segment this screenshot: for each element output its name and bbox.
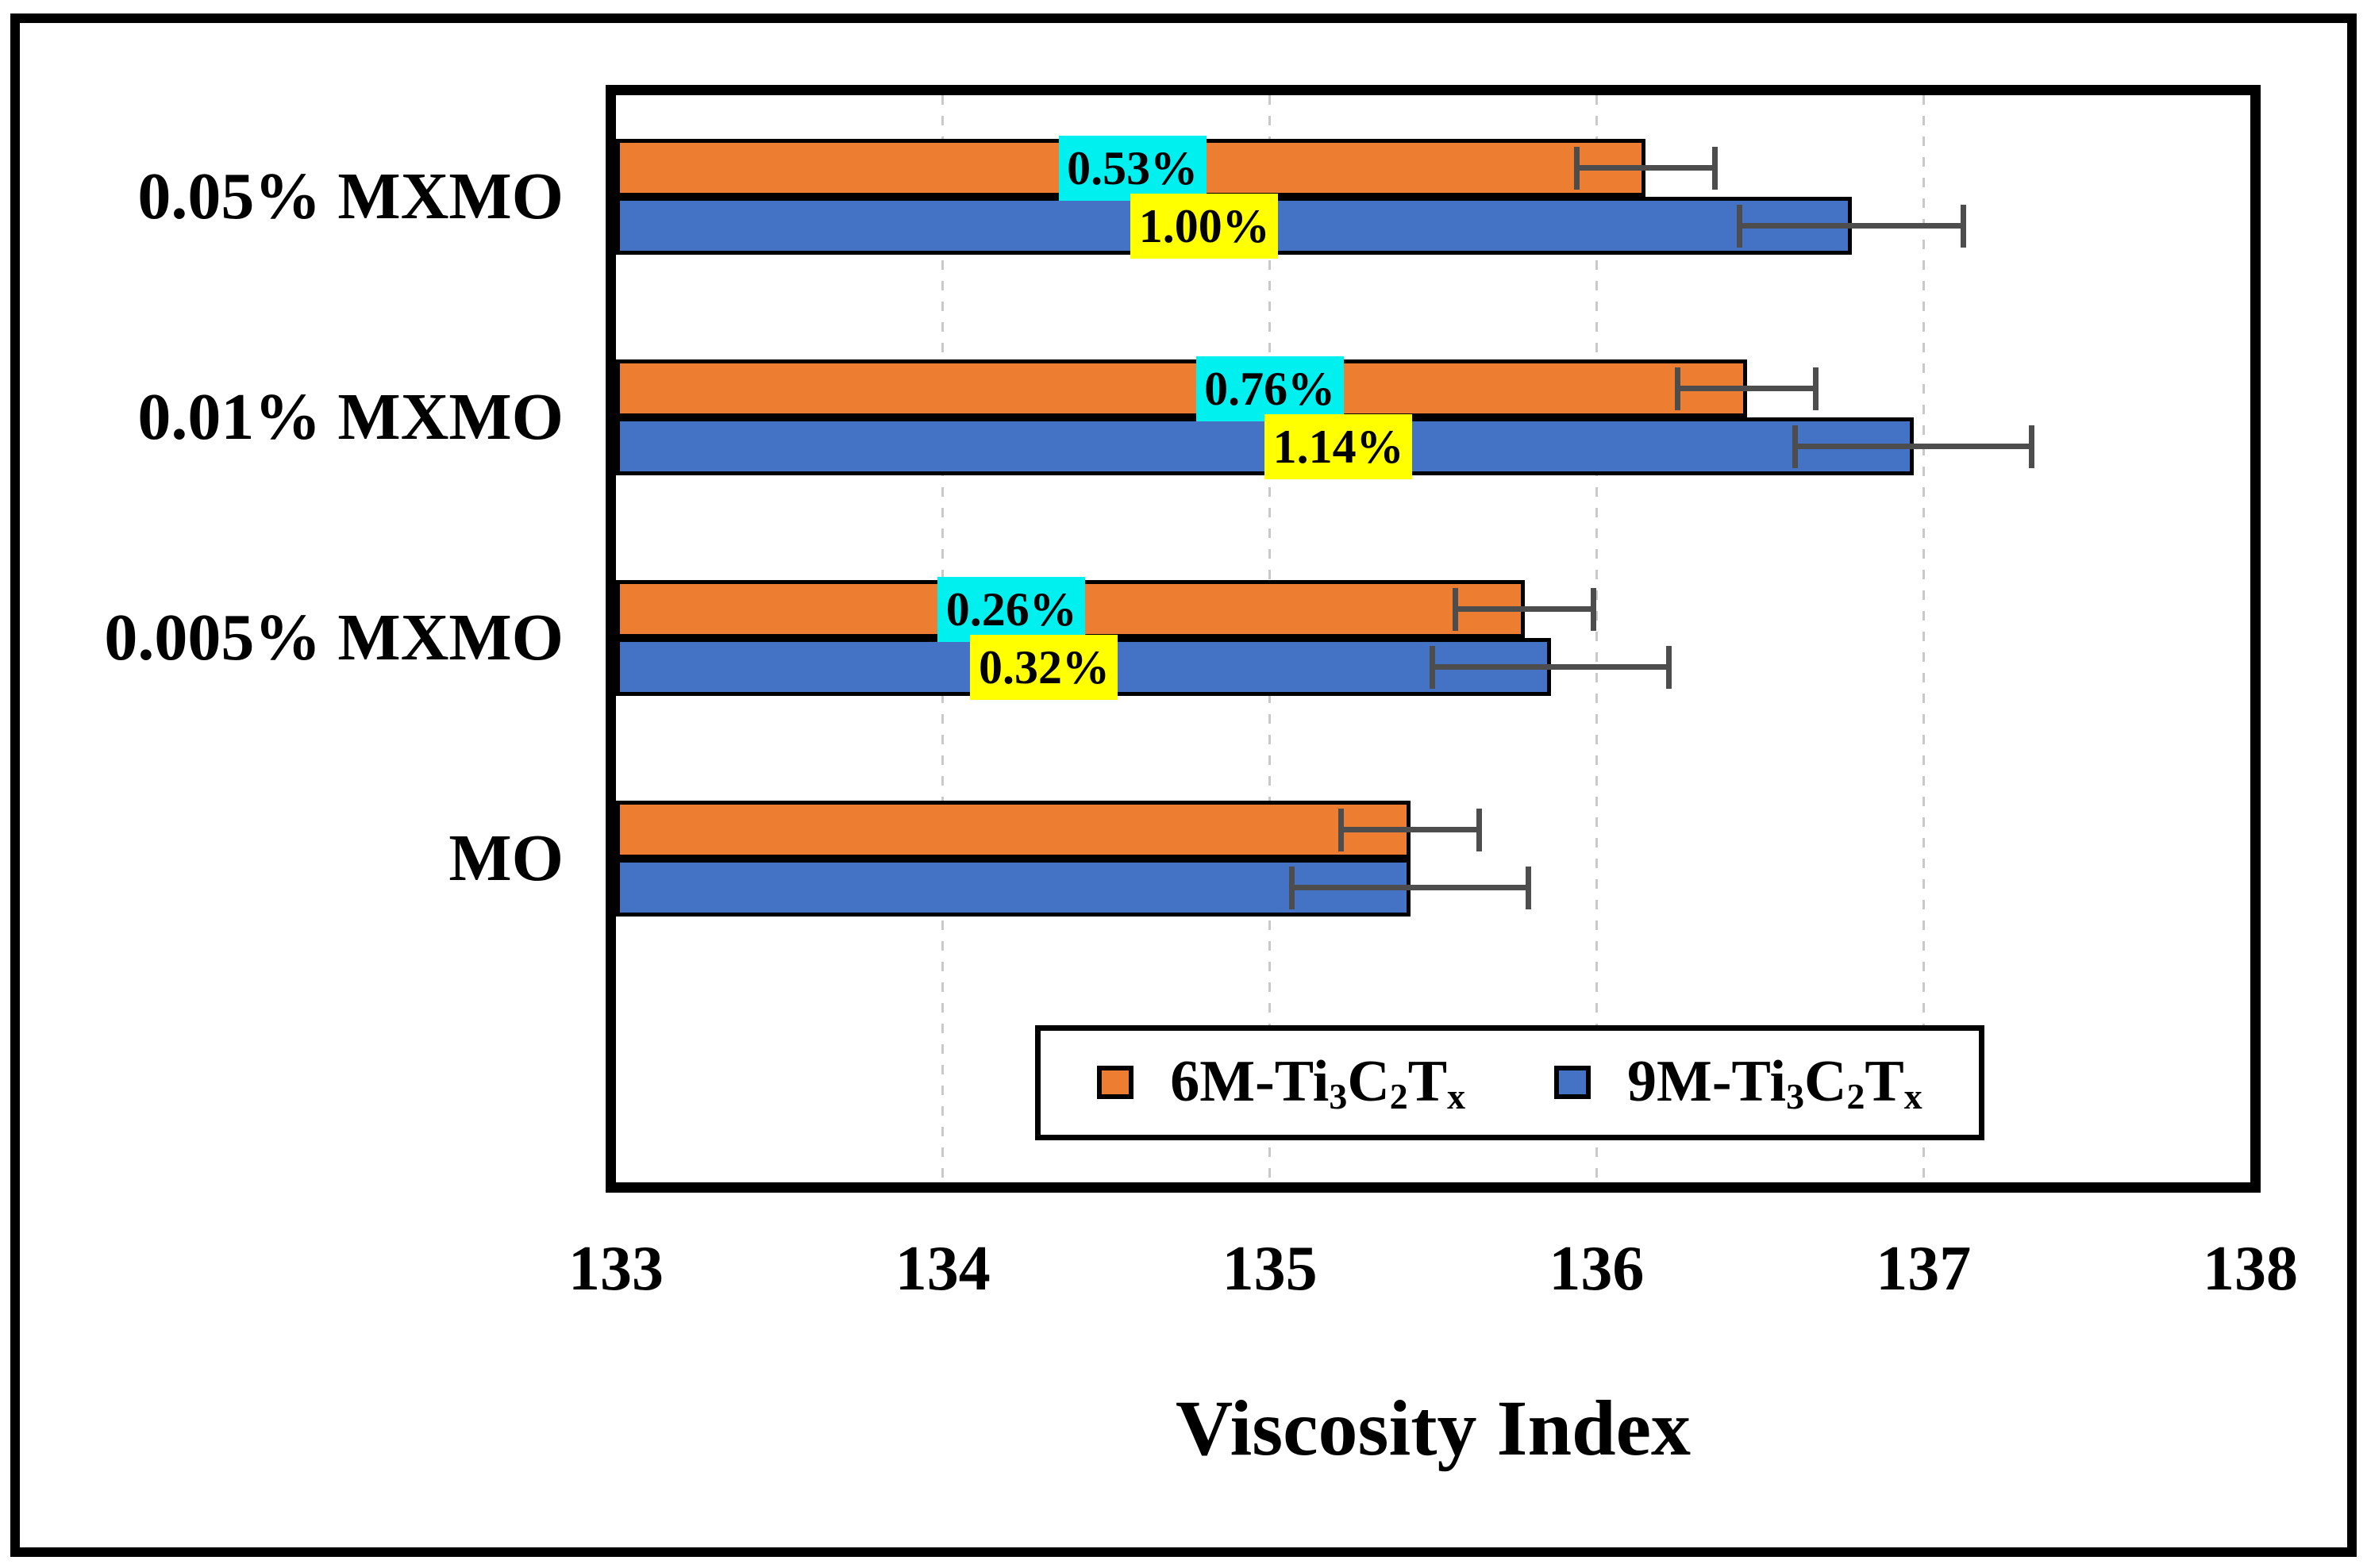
error-cap-right-9m-row2 (1666, 645, 1672, 689)
error-bar-9m-row3 (1289, 885, 1532, 890)
error-bar-9m-row1 (1792, 444, 2035, 449)
legend-swatch-6m (1097, 1066, 1134, 1100)
error-bar-6m-row3 (1338, 827, 1483, 832)
legend-label-part: T (1407, 1048, 1448, 1114)
error-cap-right-6m-row2 (1591, 587, 1597, 631)
x-tick-label-134: 134 (895, 1234, 991, 1304)
gridline-137 (1922, 95, 1925, 1182)
bar-label-9m-row2: 0.32% (970, 634, 1118, 700)
legend-label-part: 6M-Ti (1170, 1048, 1330, 1114)
x-tick-label-138: 138 (2203, 1234, 2298, 1304)
error-cap-right-6m-row1 (1813, 367, 1819, 410)
error-cap-right-9m-row0 (1960, 204, 1966, 248)
figure-border (10, 13, 2357, 1557)
bar-label-9m-row1: 1.14% (1264, 413, 1413, 479)
legend-swatch-9m (1554, 1066, 1591, 1100)
error-cap-right-9m-row3 (1526, 866, 1532, 909)
x-tick-label-136: 136 (1549, 1234, 1645, 1304)
error-cap-left-9m-row2 (1430, 645, 1436, 689)
error-cap-right-6m-row0 (1711, 146, 1718, 190)
error-bar-9m-row2 (1430, 664, 1672, 670)
error-cap-left-6m-row0 (1573, 146, 1580, 190)
category-label-2: 0.005% MXMO (104, 601, 564, 674)
error-cap-left-9m-row1 (1792, 425, 1799, 468)
error-bar-6m-row2 (1453, 606, 1597, 612)
legend-label-part: 3 (1786, 1076, 1805, 1117)
bar-9m-mo (616, 859, 1411, 917)
bar-label-6m-row1: 0.76% (1195, 355, 1344, 421)
x-tick-label-133: 133 (568, 1234, 664, 1304)
legend-item-6m: 6M-Ti3C2Tx (1097, 1048, 1465, 1117)
x-tick-label-137: 137 (1876, 1234, 1972, 1304)
plot-area: 0.53% 1.00% 0.76% 1.14% 0.26% 0.32% (606, 85, 2261, 1193)
error-bar-6m-row0 (1573, 165, 1718, 171)
legend-item-9m: 9M-Ti3C2Tx (1554, 1048, 1922, 1117)
error-cap-right-9m-row1 (2029, 425, 2035, 468)
legend-label-part: C (1347, 1048, 1390, 1114)
error-cap-left-9m-row3 (1289, 866, 1295, 909)
legend-label-part: C (1804, 1048, 1847, 1114)
category-label-1: 0.01% MXMO (137, 380, 564, 454)
bar-label-6m-row0: 0.53% (1058, 135, 1207, 201)
legend-label-part: 9M-Ti (1627, 1048, 1787, 1114)
x-axis-title: Viscosity Index (1175, 1384, 1692, 1472)
error-cap-left-6m-row2 (1453, 587, 1459, 631)
legend-label-part: 2 (1846, 1076, 1865, 1117)
legend-label-part: x (1903, 1076, 1922, 1117)
legend: 6M-Ti3C2Tx 9M-Ti3C2Tx (1035, 1025, 1984, 1140)
gridline-136 (1595, 95, 1598, 1182)
legend-label-part: T (1865, 1048, 1904, 1114)
legend-label-part: 3 (1329, 1076, 1348, 1117)
error-cap-right-6m-row3 (1476, 808, 1483, 851)
bar-label-6m-row2: 0.26% (937, 576, 1086, 642)
legend-label-part: x (1447, 1076, 1465, 1117)
legend-label-9m: 9M-Ti3C2Tx (1627, 1048, 1922, 1117)
bar-6m-mo (616, 801, 1411, 859)
error-cap-left-9m-row0 (1737, 204, 1743, 248)
error-bar-6m-row1 (1675, 386, 1819, 391)
category-label-3: MO (448, 821, 564, 895)
error-cap-left-6m-row3 (1338, 808, 1345, 851)
bar-label-9m-row0: 1.00% (1130, 193, 1279, 259)
category-label-0: 0.05% MXMO (137, 159, 564, 233)
legend-label-6m: 6M-Ti3C2Tx (1170, 1048, 1465, 1117)
error-cap-left-6m-row1 (1675, 367, 1681, 410)
plot-area-inner: 0.53% 1.00% 0.76% 1.14% 0.26% 0.32% (616, 95, 2250, 1182)
x-tick-label-135: 135 (1222, 1234, 1318, 1304)
bar-6m-0-01-mxmo (616, 359, 1747, 417)
legend-label-part: 2 (1389, 1076, 1408, 1117)
error-bar-9m-row0 (1737, 223, 1966, 229)
